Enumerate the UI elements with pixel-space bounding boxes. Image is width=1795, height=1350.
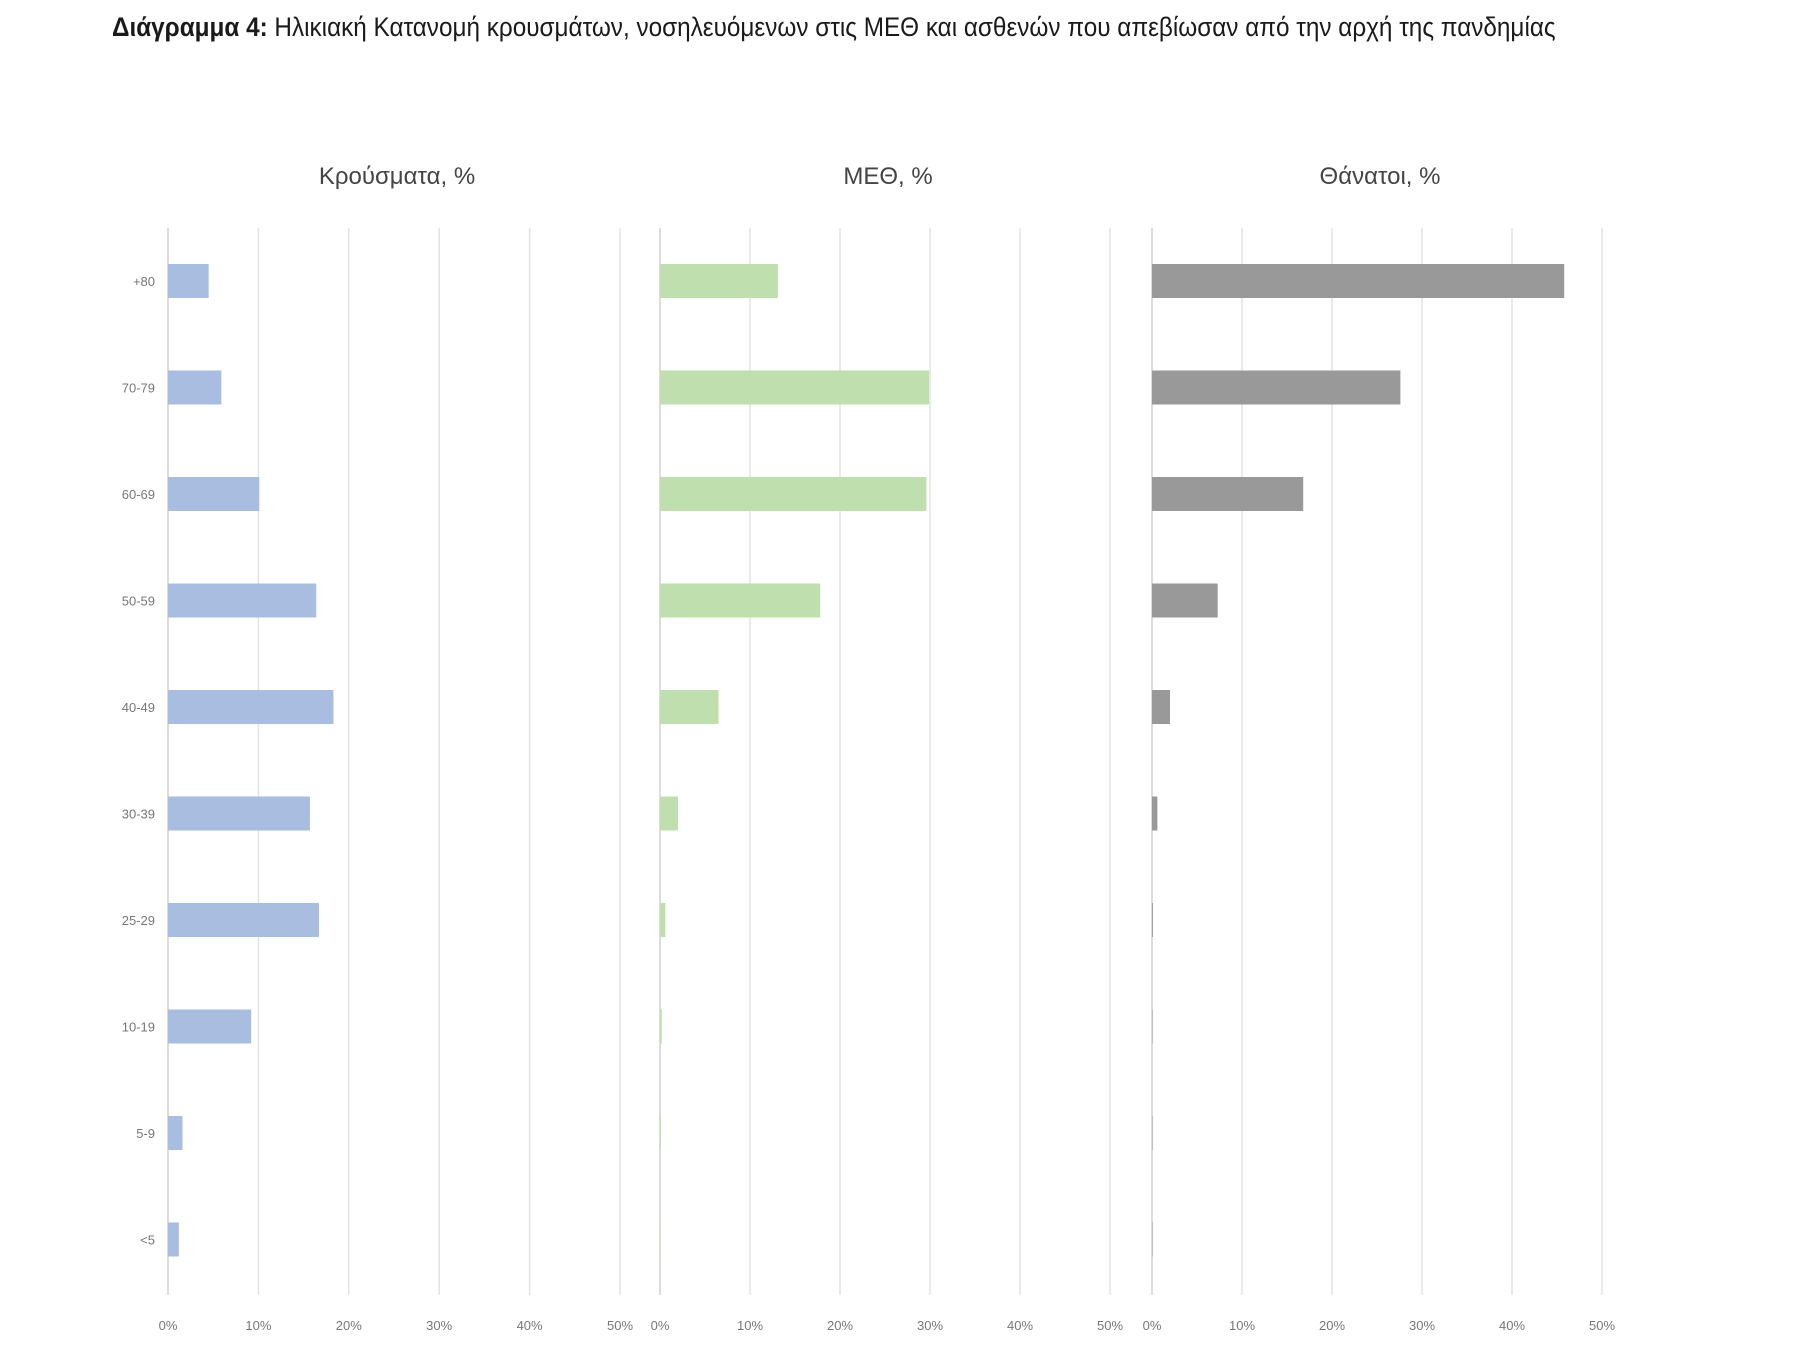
chart-panel-2: 0% 10% 20% 30% 40% 50% ΜΕΘ, %: [651, 163, 1124, 1333]
bar-80+: [1152, 264, 1565, 298]
bar-40-49: [1152, 690, 1170, 724]
bar-20-29: [1152, 903, 1153, 937]
bar-70-79: [1152, 370, 1401, 405]
x-tick-label: 10%: [1229, 1318, 1255, 1333]
bar-60-69: [1152, 477, 1304, 511]
bar-50-59: [660, 583, 821, 618]
bar-20-29: [660, 903, 666, 937]
bar-80+: [168, 264, 209, 298]
chart-panel-3: 0% 10% 20% 30% 40% 50% Θάνατοι, %: [1143, 163, 1616, 1333]
chart-title: Θάνατοι, %: [1320, 163, 1441, 190]
bar-5-9: [1152, 1116, 1153, 1150]
bar-80+: [660, 264, 778, 298]
x-tick-label: 40%: [1499, 1318, 1525, 1333]
bar-70-79: [168, 370, 222, 405]
bar-30-39: [1152, 796, 1158, 831]
bar-10-19: [1152, 1009, 1153, 1044]
bar-60-69: [660, 477, 927, 511]
x-tick-label: 50%: [1589, 1318, 1615, 1333]
bar-60-69: [168, 477, 260, 511]
x-tick-label: 40%: [517, 1318, 543, 1333]
x-tick-label: 20%: [827, 1318, 853, 1333]
bar-30-39: [660, 796, 678, 831]
x-tick-label: 50%: [1097, 1318, 1123, 1333]
x-tick-label: 30%: [917, 1318, 943, 1333]
y-category-label: 5-9: [136, 1126, 155, 1141]
figure-title-text: Ηλικιακή Κατανομή κρουσμάτων, νοσηλευόμε…: [274, 12, 1556, 42]
x-tick-label: 10%: [245, 1318, 271, 1333]
bar-<5: [660, 1222, 661, 1257]
bar-50-59: [168, 583, 317, 618]
x-tick-label: 0%: [651, 1318, 670, 1333]
x-tick-label: 30%: [426, 1318, 452, 1333]
x-tick-label: 10%: [737, 1318, 763, 1333]
figure-title: Διάγραμμα 4: Ηλικιακή Κατανομή κρουσμάτω…: [112, 12, 1556, 43]
bar-<5: [168, 1222, 179, 1257]
x-tick-label: 50%: [607, 1318, 633, 1333]
y-category-label: +80: [133, 274, 155, 289]
bar-70-79: [660, 370, 930, 405]
y-category-label: 50-59: [122, 594, 155, 609]
bar-40-49: [660, 690, 719, 724]
y-category-label: 70-79: [122, 381, 155, 396]
bar-30-39: [168, 796, 310, 831]
bar-10-19: [660, 1009, 662, 1044]
y-category-label: 60-69: [122, 487, 155, 502]
x-tick-label: 40%: [1007, 1318, 1033, 1333]
chart-title: ΜΕΘ, %: [843, 163, 932, 190]
x-tick-label: 0%: [159, 1318, 178, 1333]
x-tick-label: 20%: [336, 1318, 362, 1333]
bar-50-59: [1152, 583, 1218, 618]
y-category-label: 25-29: [122, 913, 155, 928]
bar-<5: [1152, 1222, 1153, 1257]
bar-5-9: [168, 1116, 183, 1150]
bar-20-29: [168, 903, 319, 937]
figure-title-prefix: Διάγραμμα 4:: [112, 12, 268, 42]
y-category-label: 40-49: [122, 700, 155, 715]
x-tick-label: 30%: [1409, 1318, 1435, 1333]
y-category-label: <5: [140, 1233, 155, 1248]
chart-title: Κρούσματα, %: [319, 163, 475, 190]
chart-panel-1: 0% 10% 20% 30% 40% 50% Κρούσματα, % <5 5-9 10-19 2…: [122, 163, 634, 1333]
y-category-label: 10-19: [122, 1020, 155, 1035]
bar-40-49: [168, 690, 334, 724]
bar-5-9: [660, 1116, 661, 1150]
y-category-label: 30-39: [122, 807, 155, 822]
x-tick-label: 20%: [1319, 1318, 1345, 1333]
x-tick-label: 0%: [1143, 1318, 1162, 1333]
bar-10-19: [168, 1009, 252, 1044]
